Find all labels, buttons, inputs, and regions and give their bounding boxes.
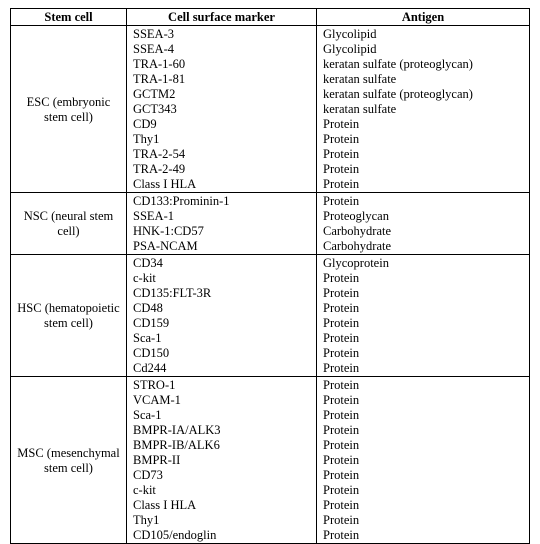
antigen-value: Protein — [323, 286, 523, 301]
table-row: MSC (mesenchymal stem cell) STRO-1 VCAM-… — [11, 377, 530, 544]
marker-value: Sca-1 — [133, 331, 310, 346]
antigen-value: Protein — [323, 117, 523, 132]
antigen-cell: Glycolipid Glycolipid keratan sulfate (p… — [317, 26, 530, 193]
table-row: NSC (neural stem cell) CD133:Prominin-1 … — [11, 193, 530, 255]
antigen-value: Protein — [323, 331, 523, 346]
marker-value: TRA-1-81 — [133, 72, 310, 87]
marker-value: GCT343 — [133, 102, 310, 117]
antigen-value: Protein — [323, 423, 523, 438]
antigen-cell: Glycoprotein Protein Protein Protein Pro… — [317, 255, 530, 377]
antigen-value: Protein — [323, 498, 523, 513]
marker-cell: STRO-1 VCAM-1 Sca-1 BMPR-IA/ALK3 BMPR-IB… — [127, 377, 317, 544]
marker-value: Sca-1 — [133, 408, 310, 423]
antigen-value: Protein — [323, 468, 523, 483]
marker-value: CD9 — [133, 117, 310, 132]
antigen-value: Protein — [323, 453, 523, 468]
table-row: HSC (hematopoietic stem cell) CD34 c-kit… — [11, 255, 530, 377]
marker-value: TRA-1-60 — [133, 57, 310, 72]
antigen-value: keratan sulfate — [323, 102, 523, 117]
marker-value: Thy1 — [133, 513, 310, 528]
marker-value: BMPR-IB/ALK6 — [133, 438, 310, 453]
marker-value: Class I HLA — [133, 498, 310, 513]
antigen-value: Glycoprotein — [323, 256, 523, 271]
antigen-value: Protein — [323, 132, 523, 147]
antigen-value: Carbohydrate — [323, 239, 523, 254]
marker-value: CD48 — [133, 301, 310, 316]
antigen-value: Protein — [323, 378, 523, 393]
marker-value: CD150 — [133, 346, 310, 361]
marker-value: SSEA-3 — [133, 27, 310, 42]
marker-value: Thy1 — [133, 132, 310, 147]
marker-value: Cd244 — [133, 361, 310, 376]
marker-value: BMPR-IA/ALK3 — [133, 423, 310, 438]
antigen-value: Glycolipid — [323, 42, 523, 57]
marker-value: BMPR-II — [133, 453, 310, 468]
antigen-cell: Protein Protein Protein Protein Protein … — [317, 377, 530, 544]
antigen-value: Glycolipid — [323, 27, 523, 42]
marker-value: STRO-1 — [133, 378, 310, 393]
stem-cell-hsc: HSC (hematopoietic stem cell) — [11, 255, 127, 377]
marker-value: TRA-2-49 — [133, 162, 310, 177]
stem-cell-msc: MSC (mesenchymal stem cell) — [11, 377, 127, 544]
antigen-value: keratan sulfate (proteoglycan) — [323, 57, 523, 72]
stem-cell-markers-table: Stem cell Cell surface marker Antigen ES… — [10, 8, 530, 544]
antigen-cell: Protein Proteoglycan Carbohydrate Carboh… — [317, 193, 530, 255]
antigen-value: keratan sulfate (proteoglycan) — [323, 87, 523, 102]
marker-cell: CD133:Prominin-1 SSEA-1 HNK-1:CD57 PSA-N… — [127, 193, 317, 255]
antigen-value: Protein — [323, 147, 523, 162]
antigen-value: Protein — [323, 271, 523, 286]
antigen-value: Protein — [323, 316, 523, 331]
marker-value: VCAM-1 — [133, 393, 310, 408]
antigen-value: Protein — [323, 177, 523, 192]
marker-cell: CD34 c-kit CD135:FLT-3R CD48 CD159 Sca-1… — [127, 255, 317, 377]
antigen-value: Protein — [323, 483, 523, 498]
marker-value: CD73 — [133, 468, 310, 483]
marker-value: CD135:FLT-3R — [133, 286, 310, 301]
marker-value: GCTM2 — [133, 87, 310, 102]
antigen-value: Protein — [323, 438, 523, 453]
antigen-value: Carbohydrate — [323, 224, 523, 239]
antigen-value: Protein — [323, 346, 523, 361]
antigen-value: Protein — [323, 301, 523, 316]
stem-cell-esc: ESC (embryonic stem cell) — [11, 26, 127, 193]
antigen-value: Protein — [323, 513, 523, 528]
marker-value: CD133:Prominin-1 — [133, 194, 310, 209]
marker-value: SSEA-4 — [133, 42, 310, 57]
antigen-value: Protein — [323, 408, 523, 423]
marker-value: CD34 — [133, 256, 310, 271]
marker-value: c-kit — [133, 483, 310, 498]
table-row: ESC (embryonic stem cell) SSEA-3 SSEA-4 … — [11, 26, 530, 193]
marker-value: CD159 — [133, 316, 310, 331]
antigen-value: Protein — [323, 361, 523, 376]
marker-value: SSEA-1 — [133, 209, 310, 224]
table-header-row: Stem cell Cell surface marker Antigen — [11, 9, 530, 26]
col-header-marker: Cell surface marker — [127, 9, 317, 26]
marker-cell: SSEA-3 SSEA-4 TRA-1-60 TRA-1-81 GCTM2 GC… — [127, 26, 317, 193]
col-header-antigen: Antigen — [317, 9, 530, 26]
marker-value: PSA-NCAM — [133, 239, 310, 254]
marker-value: Class I HLA — [133, 177, 310, 192]
antigen-value: Proteoglycan — [323, 209, 523, 224]
col-header-stem-cell: Stem cell — [11, 9, 127, 26]
antigen-value: Protein — [323, 162, 523, 177]
antigen-value: keratan sulfate — [323, 72, 523, 87]
marker-value: HNK-1:CD57 — [133, 224, 310, 239]
stem-cell-nsc: NSC (neural stem cell) — [11, 193, 127, 255]
antigen-value: Protein — [323, 194, 523, 209]
marker-value: c-kit — [133, 271, 310, 286]
antigen-value: Protein — [323, 393, 523, 408]
marker-value: TRA-2-54 — [133, 147, 310, 162]
